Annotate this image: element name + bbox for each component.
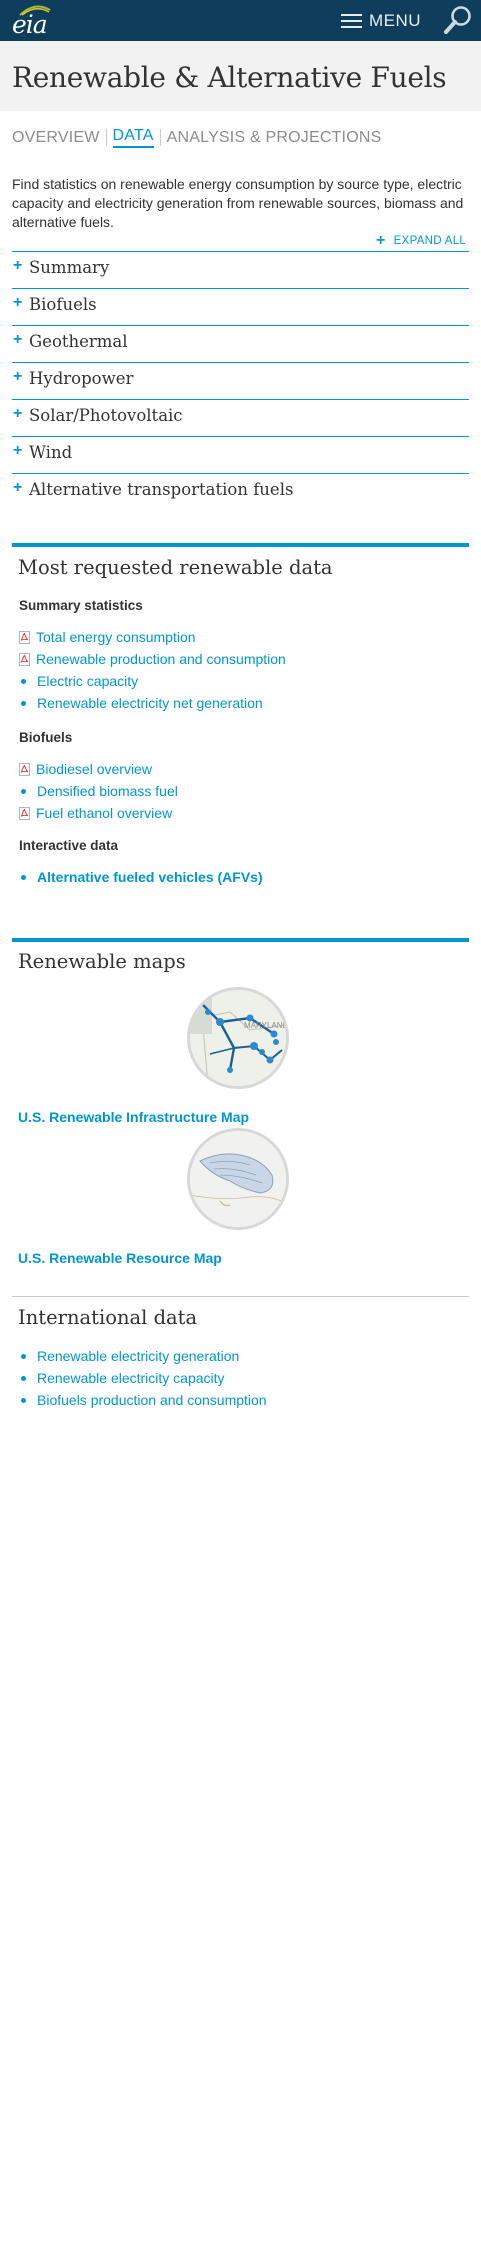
- accordion-label: Summary: [29, 258, 110, 277]
- intl-electricity-generation-link[interactable]: Renewable electricity generation: [37, 1348, 240, 1364]
- most-requested-title: Most requested renewable data: [18, 556, 333, 579]
- infrastructure-map-image: MARYLAND: [190, 990, 286, 1086]
- list-item: Renewable electricity capacity: [19, 1367, 267, 1389]
- summary-statistics-heading: Summary statistics: [19, 598, 143, 613]
- renewable-production-consumption-link[interactable]: Renewable production and consumption: [36, 651, 286, 667]
- section-tabs: OVERVIEW DATA ANALYSIS & PROJECTIONS: [0, 111, 481, 151]
- resource-map-link[interactable]: U.S. Renewable Resource Map: [18, 1250, 222, 1266]
- map-state-label: MARYLAND: [244, 1021, 286, 1030]
- logo-text: eia: [12, 10, 48, 39]
- accordion-item-alternative-transportation[interactable]: + Alternative transportation fuels: [12, 473, 469, 510]
- fuel-ethanol-overview-link[interactable]: Fuel ethanol overview: [36, 805, 173, 821]
- accordion-label: Hydropower: [29, 369, 134, 388]
- international-data-title: International data: [18, 1306, 198, 1329]
- intl-electricity-capacity-link[interactable]: Renewable electricity capacity: [37, 1370, 225, 1386]
- international-data-list: Renewable electricity generation Renewab…: [19, 1345, 267, 1411]
- bullet-icon: [21, 1353, 26, 1359]
- title-band: Renewable & Alternative Fuels: [0, 41, 481, 111]
- logo-arc-icon: [19, 5, 51, 16]
- intro-text: Find statistics on renewable energy cons…: [12, 176, 464, 230]
- densified-biomass-link[interactable]: Densified biomass fuel: [37, 783, 178, 799]
- afv-link[interactable]: Alternative fueled vehicles (AFVs): [37, 869, 263, 885]
- plus-icon: +: [13, 257, 23, 274]
- menu-button[interactable]: MENU: [341, 10, 421, 32]
- tab-analysis-projections[interactable]: ANALYSIS & PROJECTIONS: [166, 128, 382, 146]
- list-item: Alternative fueled vehicles (AFVs): [19, 866, 263, 888]
- bullet-icon: [21, 1397, 26, 1403]
- hamburger-icon: [341, 14, 362, 28]
- bullet-icon: [21, 1375, 26, 1381]
- bullet-icon: [21, 678, 26, 684]
- pdf-icon: [19, 762, 30, 776]
- tab-divider: [159, 129, 161, 146]
- list-item: Fuel ethanol overview: [19, 802, 178, 824]
- expand-all-button[interactable]: + EXPAND ALL: [376, 232, 467, 249]
- search-icon: [444, 6, 471, 34]
- electric-capacity-link[interactable]: Electric capacity: [37, 673, 139, 689]
- expand-all-label: EXPAND ALL: [393, 235, 467, 247]
- interactive-data-list: Alternative fueled vehicles (AFVs): [19, 866, 263, 888]
- section-divider: [12, 938, 469, 942]
- biofuels-heading: Biofuels: [19, 730, 73, 745]
- accordion-item-wind[interactable]: + Wind: [12, 436, 469, 473]
- plus-icon: +: [376, 232, 386, 249]
- tab-overview[interactable]: OVERVIEW: [12, 128, 100, 146]
- accordion-item-solar[interactable]: + Solar/Photovoltaic: [12, 399, 469, 436]
- accordion-item-biofuels[interactable]: + Biofuels: [12, 288, 469, 325]
- search-button[interactable]: [441, 3, 475, 37]
- summary-statistics-list: Total energy consumption Renewable produ…: [19, 626, 286, 714]
- resource-map-image: [190, 1131, 286, 1227]
- bullet-icon: [21, 700, 26, 706]
- list-item: Electric capacity: [19, 670, 286, 692]
- plus-icon: +: [13, 294, 23, 311]
- renewable-maps-title: Renewable maps: [18, 950, 186, 973]
- section-divider: [12, 1296, 469, 1297]
- page-title: Renewable & Alternative Fuels: [12, 61, 447, 94]
- pdf-icon: [19, 806, 30, 820]
- list-item: Renewable electricity generation: [19, 1345, 267, 1367]
- accordion-label: Geothermal: [29, 332, 128, 351]
- list-item: Biofuels production and consumption: [19, 1389, 267, 1411]
- bullet-icon: [21, 874, 26, 880]
- data-accordion: + Summary + Biofuels + Geothermal + Hydr…: [12, 251, 469, 510]
- accordion-item-geothermal[interactable]: + Geothermal: [12, 325, 469, 362]
- accordion-item-summary[interactable]: + Summary: [12, 251, 469, 288]
- plus-icon: +: [13, 442, 23, 459]
- accordion-item-hydropower[interactable]: + Hydropower: [12, 362, 469, 399]
- top-bar: eia MENU: [0, 0, 481, 41]
- list-item: Total energy consumption: [19, 626, 286, 648]
- plus-icon: +: [13, 331, 23, 348]
- plus-icon: +: [13, 368, 23, 385]
- total-energy-consumption-link[interactable]: Total energy consumption: [36, 629, 196, 645]
- infrastructure-map-link[interactable]: U.S. Renewable Infrastructure Map: [18, 1109, 250, 1125]
- renewable-net-generation-link[interactable]: Renewable electricity net generation: [37, 695, 263, 711]
- tab-data[interactable]: DATA: [112, 127, 154, 148]
- list-item: Densified biomass fuel: [19, 780, 178, 802]
- plus-icon: +: [13, 479, 23, 496]
- list-item: Renewable electricity net generation: [19, 692, 286, 714]
- pdf-icon: [19, 630, 30, 644]
- list-item: Renewable production and consumption: [19, 648, 286, 670]
- biodiesel-overview-link[interactable]: Biodiesel overview: [36, 761, 152, 777]
- intl-biofuels-link[interactable]: Biofuels production and consumption: [37, 1392, 267, 1408]
- bullet-icon: [21, 788, 26, 794]
- tab-divider: [105, 129, 107, 146]
- menu-label: MENU: [369, 11, 422, 30]
- resource-map-thumbnail[interactable]: [187, 1128, 289, 1230]
- biofuels-list: Biodiesel overview Densified biomass fue…: [19, 758, 178, 824]
- eia-logo[interactable]: eia: [12, 4, 56, 39]
- plus-icon: +: [13, 405, 23, 422]
- accordion-label: Biofuels: [29, 295, 97, 314]
- accordion-label: Wind: [29, 443, 73, 462]
- accordion-label: Alternative transportation fuels: [29, 480, 294, 499]
- pdf-icon: [19, 652, 30, 666]
- interactive-data-heading: Interactive data: [19, 838, 119, 853]
- infrastructure-map-thumbnail[interactable]: MARYLAND: [187, 987, 289, 1089]
- list-item: Biodiesel overview: [19, 758, 178, 780]
- section-divider: [12, 543, 469, 547]
- accordion-label: Solar/Photovoltaic: [29, 406, 183, 425]
